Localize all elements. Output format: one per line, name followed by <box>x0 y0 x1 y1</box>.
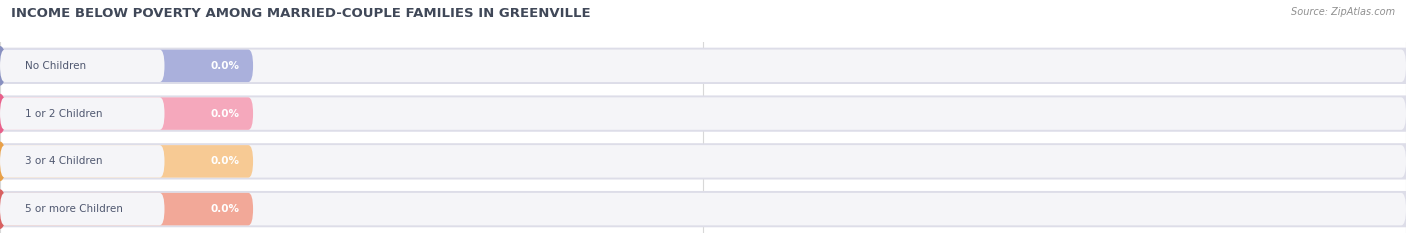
Text: 1 or 2 Children: 1 or 2 Children <box>25 109 103 119</box>
Text: No Children: No Children <box>25 61 86 71</box>
Text: INCOME BELOW POVERTY AMONG MARRIED-COUPLE FAMILIES IN GREENVILLE: INCOME BELOW POVERTY AMONG MARRIED-COUPL… <box>11 7 591 20</box>
FancyBboxPatch shape <box>0 145 253 178</box>
Text: 0.0%: 0.0% <box>209 61 239 71</box>
FancyBboxPatch shape <box>0 145 1406 178</box>
FancyBboxPatch shape <box>0 50 1406 82</box>
FancyBboxPatch shape <box>0 97 253 130</box>
Text: 5 or more Children: 5 or more Children <box>25 204 124 214</box>
Text: 0.0%: 0.0% <box>209 204 239 214</box>
Circle shape <box>0 47 6 85</box>
Text: 0.0%: 0.0% <box>209 109 239 119</box>
FancyBboxPatch shape <box>0 97 165 130</box>
FancyBboxPatch shape <box>0 193 253 225</box>
FancyBboxPatch shape <box>0 193 1406 225</box>
FancyBboxPatch shape <box>0 191 1406 227</box>
FancyBboxPatch shape <box>0 96 1406 132</box>
FancyBboxPatch shape <box>0 50 165 82</box>
FancyBboxPatch shape <box>0 145 165 178</box>
FancyBboxPatch shape <box>0 97 1406 130</box>
Circle shape <box>0 142 6 180</box>
FancyBboxPatch shape <box>0 50 253 82</box>
FancyBboxPatch shape <box>0 48 1406 84</box>
FancyBboxPatch shape <box>0 143 1406 179</box>
Text: 3 or 4 Children: 3 or 4 Children <box>25 156 103 166</box>
Text: 0.0%: 0.0% <box>209 156 239 166</box>
Circle shape <box>0 95 6 133</box>
Text: Source: ZipAtlas.com: Source: ZipAtlas.com <box>1291 7 1395 17</box>
FancyBboxPatch shape <box>0 193 165 225</box>
Circle shape <box>0 190 6 228</box>
